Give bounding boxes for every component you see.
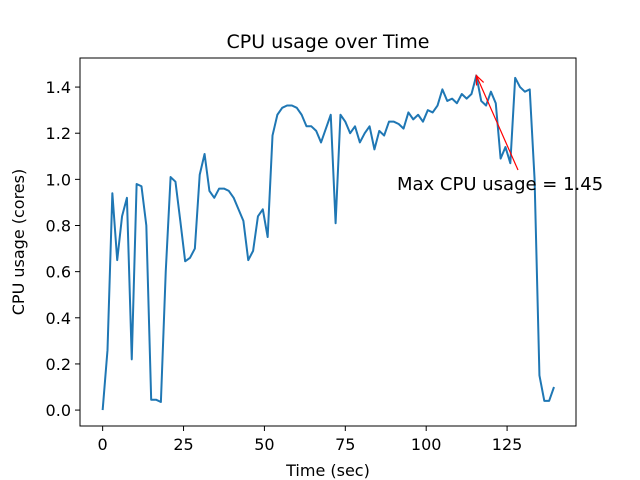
y-tick-label: 0.4 [46,309,71,328]
y-tick-label: 0.6 [46,263,71,282]
y-tick-label: 1.4 [46,78,71,97]
x-tick-label: 125 [492,435,523,454]
chart-title: CPU usage over Time [227,31,430,53]
annotation-text: Max CPU usage = 1.45 [397,174,603,195]
y-tick-label: 0.8 [46,217,71,236]
x-tick-label: 50 [254,435,274,454]
annotation-arrowhead [475,74,485,86]
y-axis-label: CPU usage (cores) [9,169,28,315]
plot-frame [79,57,577,427]
y-tick-label: 0.0 [46,401,71,420]
line-series [101,74,555,411]
x-tick-label: 100 [411,435,442,454]
x-tick-label: 75 [335,435,355,454]
x-axis-label: Time (sec) [285,461,370,480]
y-tick-label: 1.2 [46,124,71,143]
x-tick-label: 0 [98,435,108,454]
annotation-arrow [475,75,519,171]
y-tick-label: 0.2 [46,355,71,374]
y-tick-label: 1.0 [46,170,71,189]
x-tick-label: 25 [173,435,193,454]
